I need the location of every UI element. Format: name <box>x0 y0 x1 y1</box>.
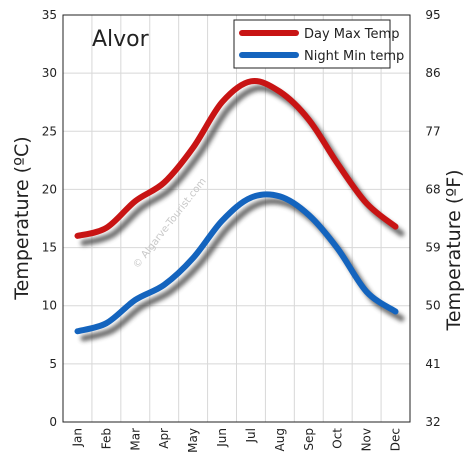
legend: Day Max Temp Night Min temp <box>233 19 404 69</box>
y-tick-right-label: 50 <box>425 299 440 313</box>
y-tick-right-label: 77 <box>425 124 440 138</box>
x-tick-label: Oct <box>331 428 345 449</box>
x-tick-label: Dec <box>389 428 403 451</box>
series-line-day-max <box>74 77 399 239</box>
plot-frame <box>62 14 411 423</box>
y-tick-left-label: 5 <box>49 357 57 371</box>
legend-box <box>233 19 391 69</box>
series-shadow <box>80 84 405 246</box>
y-tick-left-label: 10 <box>42 299 57 313</box>
y-tick-right-label: 95 <box>425 8 440 22</box>
x-tick-label: Jul <box>244 428 258 443</box>
y-tick-right-label: 32 <box>425 415 440 429</box>
y-tick-left-label: 30 <box>42 66 57 80</box>
x-tick-label: May <box>186 428 200 453</box>
legend-label-night-min: Night Min temp <box>304 49 404 64</box>
y-axis-left-label: Temperature (ºC) <box>11 136 33 300</box>
x-tick-label: Aug <box>273 428 287 451</box>
x-tick-label: Feb <box>99 428 113 449</box>
y-tick-left-label: 20 <box>42 182 57 196</box>
y-axis-right-ticks: 32 41 50 59 68 77 86 95 <box>425 8 440 429</box>
y-tick-left-label: 25 <box>42 124 57 138</box>
y-tick-right-label: 86 <box>425 66 440 80</box>
chart-title: Alvor <box>92 27 150 52</box>
y-tick-left-label: 35 <box>42 8 57 22</box>
y-tick-right-label: 59 <box>425 241 440 255</box>
x-tick-label: Jan <box>70 428 84 448</box>
x-tick-label: Jun <box>215 428 229 448</box>
x-tick-label: Nov <box>360 428 374 451</box>
y-tick-left-label: 0 <box>49 415 57 429</box>
y-tick-right-label: 41 <box>425 357 440 371</box>
legend-label-day-max: Day Max Temp <box>304 27 399 42</box>
x-axis-ticks: Jan Feb Mar Apr May Jun Jul Aug Sep Oct Nov Dec <box>70 428 402 453</box>
x-tick-label: Apr <box>157 428 171 449</box>
y-tick-left-label: 15 <box>42 241 57 255</box>
x-tick-label: Sep <box>302 428 316 451</box>
y-axis-right-label: Temperature (ºF) <box>443 169 465 331</box>
y-tick-right-label: 68 <box>425 182 440 196</box>
series-line-night-min <box>74 191 399 335</box>
x-tick-label: Mar <box>128 428 142 451</box>
series-lines <box>74 77 399 335</box>
y-axis-left-ticks: 0 5 10 15 20 25 30 35 <box>42 8 57 429</box>
